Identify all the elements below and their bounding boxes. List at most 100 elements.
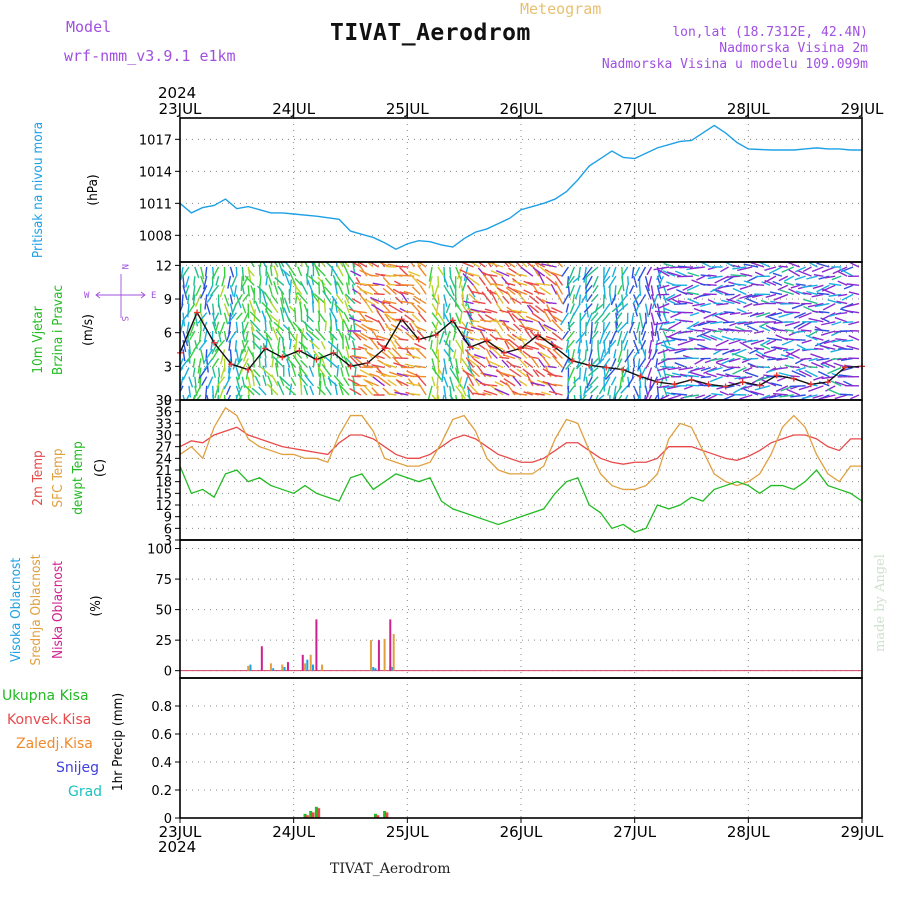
wind-barb — [824, 275, 836, 279]
wind-barb — [506, 309, 516, 323]
wind-barb — [548, 390, 563, 396]
wind-barb — [416, 278, 427, 286]
wind-barb — [716, 357, 729, 363]
wind-barb — [449, 358, 454, 369]
high-cloud-bar — [391, 667, 394, 671]
wind-barb — [754, 271, 765, 277]
wind-barb — [517, 292, 528, 305]
wind-barb — [666, 284, 682, 291]
wind-barb — [602, 303, 611, 314]
y-tick-label: 1011 — [139, 197, 172, 212]
wind-barb — [188, 376, 194, 388]
wind-barb — [482, 392, 492, 396]
wind-barb — [265, 275, 269, 286]
wind-barb — [362, 378, 374, 387]
wind-barb — [624, 348, 635, 363]
wind-barb — [812, 336, 824, 341]
wind-barb — [291, 281, 303, 295]
wind-barb — [541, 324, 552, 332]
wind-barb — [473, 358, 486, 369]
wind-barb — [482, 383, 498, 387]
wind-barb — [721, 335, 735, 341]
wind-barb — [324, 277, 332, 286]
wind-barb — [334, 382, 338, 396]
precip-legend-item: Snijeg — [56, 760, 99, 776]
wind-barb — [465, 294, 469, 307]
wind-barb — [387, 393, 397, 396]
wind-barb — [556, 262, 564, 268]
wind-barb — [657, 275, 664, 289]
wind-barb — [789, 365, 800, 369]
wind-barb — [525, 315, 540, 323]
wind-barb — [763, 348, 777, 355]
wind-barb — [707, 275, 723, 280]
wind-barb — [644, 285, 652, 300]
wind-barb — [506, 333, 516, 341]
wind-barb — [494, 317, 504, 332]
wind-barb — [223, 303, 230, 317]
wind-barb — [577, 340, 581, 354]
wind-barb — [417, 382, 427, 396]
wind-barb — [555, 275, 564, 286]
wind-barb — [791, 370, 806, 378]
wind-barb — [371, 387, 380, 396]
wind-barb — [674, 270, 688, 277]
wind-barb — [595, 394, 599, 400]
wind-barb — [657, 348, 670, 355]
y-tick-label: 1008 — [139, 229, 172, 244]
wind-barb — [790, 394, 806, 398]
wind-barb — [409, 273, 421, 286]
precip-bar — [317, 808, 321, 818]
wind-barb — [375, 354, 385, 360]
wind-barb — [814, 328, 830, 332]
wind-barb — [495, 337, 510, 341]
wind-barb — [234, 294, 243, 307]
wind-barb — [470, 319, 480, 323]
wind-barb — [198, 367, 202, 384]
wind-barb — [287, 367, 291, 377]
wind-barb — [766, 339, 777, 346]
wind-barb — [516, 368, 528, 378]
wind-barb — [537, 342, 551, 350]
wind-barb — [801, 339, 812, 344]
wind-barb — [663, 262, 676, 268]
wind-barb — [819, 344, 836, 350]
wind-barb — [229, 266, 235, 278]
wind-barb — [836, 300, 848, 305]
wind-barb — [638, 312, 644, 329]
wind-barb — [290, 377, 297, 387]
wind-barb — [461, 321, 473, 335]
wind-barb — [306, 314, 314, 323]
wind-barb — [809, 262, 818, 268]
wind-barb — [262, 262, 267, 268]
wind-barb — [828, 293, 842, 297]
wind-barb — [269, 314, 279, 323]
wind-barb — [667, 366, 682, 371]
wind-barb — [344, 366, 350, 377]
wind-barb — [251, 332, 261, 341]
wind-barb — [667, 330, 682, 338]
wind-barb — [301, 343, 309, 359]
wind-barb — [572, 294, 576, 304]
wind-barb — [218, 385, 226, 400]
wind-barb — [182, 349, 186, 362]
wind-barb — [507, 310, 522, 314]
wind-barb — [501, 323, 516, 332]
wind-barb — [357, 262, 368, 277]
wind-barb — [346, 332, 356, 341]
wind-barb — [477, 262, 486, 268]
wind-barb — [584, 321, 587, 337]
wind-barb — [219, 285, 226, 298]
wind-barb — [380, 374, 397, 378]
wind-barb — [591, 303, 605, 315]
wind-barb — [428, 275, 433, 289]
wind-barb — [543, 308, 557, 314]
wind-barb — [211, 303, 215, 316]
wind-barb — [526, 304, 534, 314]
wind-barb — [336, 281, 344, 295]
precip-bar — [376, 815, 380, 818]
wind-barb — [777, 284, 789, 291]
wind-barb — [700, 309, 711, 314]
wind-barb — [693, 321, 706, 328]
wind-barb — [648, 349, 653, 360]
